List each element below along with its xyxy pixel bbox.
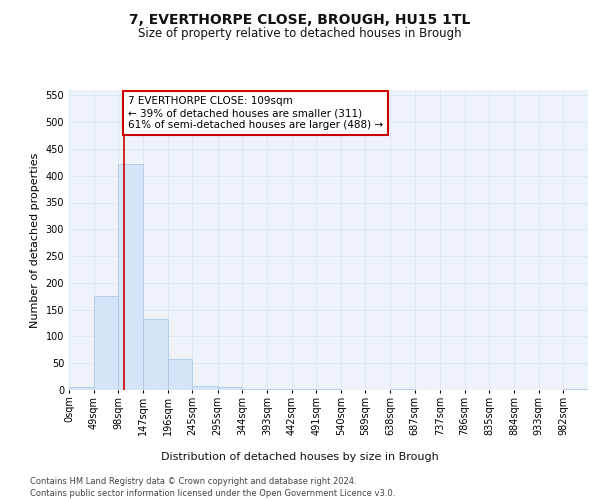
Bar bbox=[218, 388, 242, 390]
Text: Contains public sector information licensed under the Open Government Licence v3: Contains public sector information licen… bbox=[30, 489, 395, 498]
Text: Contains HM Land Registry data © Crown copyright and database right 2024.: Contains HM Land Registry data © Crown c… bbox=[30, 478, 356, 486]
Text: 7, EVERTHORPE CLOSE, BROUGH, HU15 1TL: 7, EVERTHORPE CLOSE, BROUGH, HU15 1TL bbox=[130, 12, 470, 26]
Bar bbox=[143, 319, 167, 390]
Bar bbox=[69, 388, 94, 390]
Bar bbox=[118, 164, 143, 390]
Bar bbox=[167, 360, 193, 390]
Text: Distribution of detached houses by size in Brough: Distribution of detached houses by size … bbox=[161, 452, 439, 462]
Text: Size of property relative to detached houses in Brough: Size of property relative to detached ho… bbox=[138, 28, 462, 40]
Bar bbox=[94, 296, 118, 390]
Bar bbox=[193, 386, 218, 390]
Bar bbox=[563, 389, 588, 390]
Text: 7 EVERTHORPE CLOSE: 109sqm
← 39% of detached houses are smaller (311)
61% of sem: 7 EVERTHORPE CLOSE: 109sqm ← 39% of deta… bbox=[128, 96, 383, 130]
Y-axis label: Number of detached properties: Number of detached properties bbox=[30, 152, 40, 328]
Bar bbox=[242, 389, 267, 390]
Bar bbox=[390, 389, 415, 390]
